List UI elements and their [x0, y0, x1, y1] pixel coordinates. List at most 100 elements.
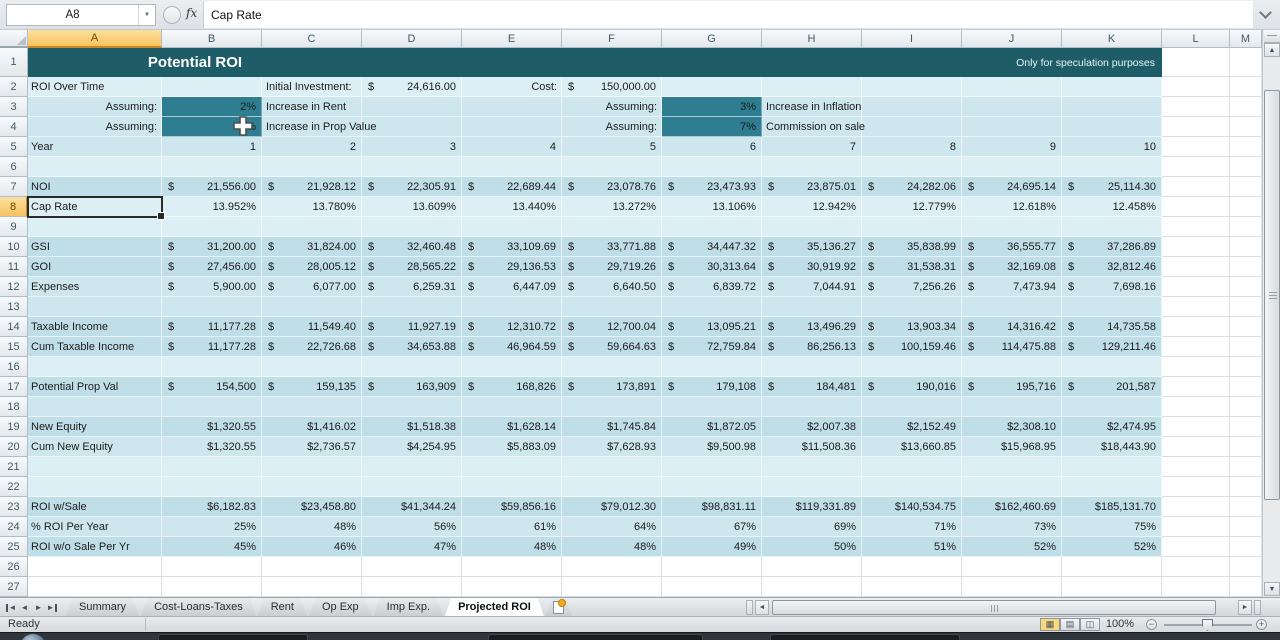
cell-K19[interactable]: $2,474.95 — [1062, 417, 1162, 437]
cell-J15[interactable]: $114,475.88 — [962, 337, 1062, 357]
column-header-D[interactable]: D — [362, 30, 462, 48]
cell-A12[interactable]: Expenses — [28, 277, 162, 297]
cell-E2[interactable]: Cost: — [462, 77, 562, 97]
cell-C19[interactable]: $1,416.02 — [262, 417, 362, 437]
cell-E18[interactable] — [462, 397, 562, 417]
cell-C25[interactable]: 46% — [262, 537, 362, 557]
cell-K25[interactable]: 52% — [1062, 537, 1162, 557]
cell-G19[interactable]: $1,872.05 — [662, 417, 762, 437]
row-header-14[interactable]: 14 — [0, 317, 28, 337]
cell-E10[interactable]: $33,109.69 — [462, 237, 562, 257]
cell-E25[interactable]: 48% — [462, 537, 562, 557]
formula-input[interactable]: Cap Rate — [203, 1, 1253, 28]
row-header-3[interactable]: 3 — [0, 97, 28, 117]
cell-J14[interactable]: $14,316.42 — [962, 317, 1062, 337]
cell-I13[interactable] — [862, 297, 962, 317]
cell-E16[interactable] — [462, 357, 562, 377]
cell-F13[interactable] — [562, 297, 662, 317]
cell-K23[interactable]: $185,131.70 — [1062, 497, 1162, 517]
cell-J23[interactable]: $162,460.69 — [962, 497, 1062, 517]
cell-L8[interactable] — [1162, 197, 1230, 217]
sheet-tab-rent[interactable]: Rent — [258, 598, 307, 616]
cell-H21[interactable] — [762, 457, 862, 477]
cell-D22[interactable] — [362, 477, 462, 497]
cell-H13[interactable] — [762, 297, 862, 317]
cell-F9[interactable] — [562, 217, 662, 237]
row-header-18[interactable]: 18 — [0, 397, 28, 417]
column-header-E[interactable]: E — [462, 30, 562, 48]
cell-B25[interactable]: 45% — [162, 537, 262, 557]
cell-M18[interactable] — [1230, 397, 1262, 417]
column-header-G[interactable]: G — [662, 30, 762, 48]
cell-E4[interactable] — [462, 117, 562, 137]
sheet-tab-op-exp[interactable]: Op Exp — [309, 598, 372, 616]
cell-C4[interactable]: Increase in Prop Value — [262, 117, 376, 137]
insert-function-icon[interactable]: fx — [186, 6, 198, 20]
cell-L21[interactable] — [1162, 457, 1230, 477]
taskbar-window-button[interactable] — [770, 634, 960, 640]
cell-K6[interactable] — [1062, 157, 1162, 177]
cell-D21[interactable] — [362, 457, 462, 477]
cell-A22[interactable] — [28, 477, 162, 497]
vertical-scrollbar[interactable]: ▲ ▼ — [1262, 30, 1280, 597]
previous-sheet-button[interactable]: ◄ — [20, 603, 29, 612]
cell-K11[interactable]: $32,812.46 — [1062, 257, 1162, 277]
cell-G7[interactable]: $23,473.93 — [662, 177, 762, 197]
cell-B19[interactable]: $1,320.55 — [162, 417, 262, 437]
row-header-8[interactable]: 8 — [0, 197, 28, 217]
cell-D14[interactable]: $11,927.19 — [362, 317, 462, 337]
cell-H27[interactable] — [762, 577, 862, 597]
cell-C10[interactable]: $31,824.00 — [262, 237, 362, 257]
cell-H6[interactable] — [762, 157, 862, 177]
cell-B17[interactable]: $154,500 — [162, 377, 262, 397]
cell-C22[interactable] — [262, 477, 362, 497]
cell-M13[interactable] — [1230, 297, 1262, 317]
cell-G14[interactable]: $13,095.21 — [662, 317, 762, 337]
cell-J4[interactable] — [962, 117, 1062, 137]
cell-A3[interactable]: Assuming: — [28, 97, 162, 117]
cell-A10[interactable]: GSI — [28, 237, 162, 257]
cell-C20[interactable]: $2,736.57 — [262, 437, 362, 457]
cell-G8[interactable]: 13.106% — [662, 197, 762, 217]
cell-B22[interactable] — [162, 477, 262, 497]
insert-worksheet-button[interactable] — [546, 598, 572, 616]
cell-C18[interactable] — [262, 397, 362, 417]
cell-K15[interactable]: $129,211.46 — [1062, 337, 1162, 357]
cell-F10[interactable]: $33,771.88 — [562, 237, 662, 257]
cell-C27[interactable] — [262, 577, 362, 597]
cell-I7[interactable]: $24,282.06 — [862, 177, 962, 197]
scroll-up-button[interactable]: ▲ — [1264, 43, 1280, 57]
cell-M21[interactable] — [1230, 457, 1262, 477]
cell-M2[interactable] — [1230, 77, 1262, 97]
cell-J18[interactable] — [962, 397, 1062, 417]
cell-L19[interactable] — [1162, 417, 1230, 437]
cell-C24[interactable]: 48% — [262, 517, 362, 537]
cell-I14[interactable]: $13,903.34 — [862, 317, 962, 337]
cell-H10[interactable]: $35,136.27 — [762, 237, 862, 257]
cell-C13[interactable] — [262, 297, 362, 317]
cell-F2[interactable]: $150,000.00 — [562, 77, 662, 97]
row-header-22[interactable]: 22 — [0, 477, 28, 497]
row-header-7[interactable]: 7 — [0, 177, 28, 197]
cell-E19[interactable]: $1,628.14 — [462, 417, 562, 437]
cell-C14[interactable]: $11,549.40 — [262, 317, 362, 337]
cell-J17[interactable]: $195,716 — [962, 377, 1062, 397]
cell-A15[interactable]: Cum Taxable Income — [28, 337, 162, 357]
cell-H17[interactable]: $184,481 — [762, 377, 862, 397]
cell-H7[interactable]: $23,875.01 — [762, 177, 862, 197]
cell-M10[interactable] — [1230, 237, 1262, 257]
next-sheet-button[interactable]: ► — [34, 603, 43, 612]
cell-F22[interactable] — [562, 477, 662, 497]
fill-handle[interactable] — [157, 212, 165, 220]
cell-A13[interactable] — [28, 297, 162, 317]
cell-E7[interactable]: $22,689.44 — [462, 177, 562, 197]
cell-G12[interactable]: $6,839.72 — [662, 277, 762, 297]
cell-H23[interactable]: $119,331.89 — [762, 497, 862, 517]
cell-I15[interactable]: $100,159.46 — [862, 337, 962, 357]
cell-I10[interactable]: $35,838.99 — [862, 237, 962, 257]
column-header-I[interactable]: I — [862, 30, 962, 48]
cell-E3[interactable] — [462, 97, 562, 117]
cell-B20[interactable]: $1,320.55 — [162, 437, 262, 457]
cell-C26[interactable] — [262, 557, 362, 577]
name-box-dropdown-icon[interactable]: ▼ — [138, 5, 155, 25]
